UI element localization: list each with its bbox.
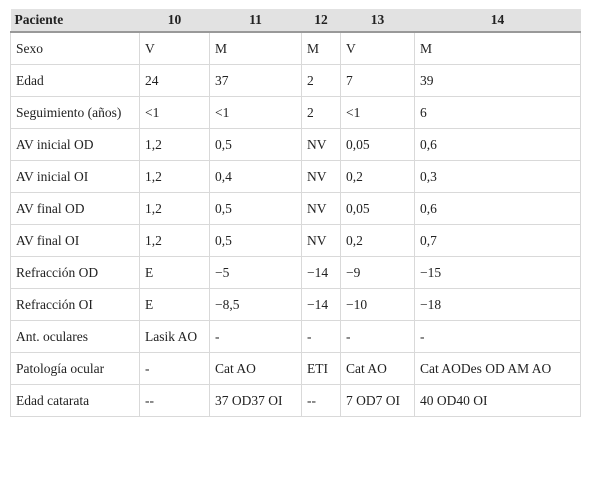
table-cell: 1,2: [139, 192, 210, 225]
header-cell: 12: [301, 9, 341, 33]
table-cell: Lasik AO: [139, 320, 210, 353]
table-cell: 1,2: [139, 160, 210, 193]
table-cell: <1: [139, 96, 210, 129]
table-body: Sexo V M M V M Edad 24 37 2 7 39 Seguimiento (años) <…: [10, 31, 581, 417]
table-cell: 0,3: [414, 160, 581, 193]
row-label: AV inicial OD: [10, 128, 140, 161]
table-cell: 0,2: [340, 224, 415, 257]
table-row: AV inicial OD 1,2 0,5 NV 0,05 0,6: [10, 128, 581, 161]
table-cell: 1,2: [139, 128, 210, 161]
table-cell: 0,2: [340, 160, 415, 193]
table-cell: M: [301, 31, 341, 65]
table-row: Edad 24 37 2 7 39: [10, 64, 581, 97]
table-cell: −5: [209, 256, 302, 289]
table-cell: M: [414, 31, 581, 65]
header-cell: 14: [414, 9, 581, 33]
row-label: Seguimiento (años): [10, 96, 140, 129]
table-cell: 40 OD40 OI: [414, 384, 581, 417]
table-cell: 37 OD37 OI: [209, 384, 302, 417]
row-label: Refracción OI: [10, 288, 140, 321]
header-cell: 10: [139, 9, 210, 33]
table-row: AV inicial OI 1,2 0,4 NV 0,2 0,3: [10, 160, 581, 193]
table-cell: ETI: [301, 352, 341, 385]
table-cell: -: [340, 320, 415, 353]
table-cell: 0,6: [414, 192, 581, 225]
row-label: Edad catarata: [10, 384, 140, 417]
table-cell: M: [209, 31, 302, 65]
table-cell: 0,7: [414, 224, 581, 257]
table-cell: 0,6: [414, 128, 581, 161]
table-cell: 24: [139, 64, 210, 97]
table-cell: -: [301, 320, 341, 353]
row-label: Sexo: [10, 31, 140, 65]
row-label: Refracción OD: [10, 256, 140, 289]
row-label: Ant. oculares: [10, 320, 140, 353]
table-cell: −18: [414, 288, 581, 321]
table-cell: Cat AO: [340, 352, 415, 385]
row-label: Edad: [10, 64, 140, 97]
table-cell: 1,2: [139, 224, 210, 257]
header-cell: 13: [340, 9, 415, 33]
table-cell: 0,05: [340, 192, 415, 225]
table-cell: V: [340, 31, 415, 65]
table-cell: 2: [301, 96, 341, 129]
table-cell: 6: [414, 96, 581, 129]
table-row: Seguimiento (años) <1 <1 2 <1 6: [10, 96, 581, 129]
table-cell: NV: [301, 224, 341, 257]
table-cell: 2: [301, 64, 341, 97]
table-cell: -: [209, 320, 302, 353]
table-cell: V: [139, 31, 210, 65]
table-row: Ant. oculares Lasik AO - - - -: [10, 320, 581, 353]
table-cell: −8,5: [209, 288, 302, 321]
table-row: Refracción OD E −5 −14 −9 −15: [10, 256, 581, 289]
table-cell: Cat AODes OD AM AO: [414, 352, 581, 385]
table-cell: −10: [340, 288, 415, 321]
header-cell: Paciente: [10, 9, 140, 33]
header-row: Paciente 10 11 12 13 14: [10, 9, 581, 33]
table-cell: NV: [301, 160, 341, 193]
table-cell: --: [139, 384, 210, 417]
table-row: Patología ocular - Cat AO ETI Cat AO Cat AODe…: [10, 352, 581, 385]
table-cell: 0,4: [209, 160, 302, 193]
table-cell: NV: [301, 128, 341, 161]
table-row: AV final OI 1,2 0,5 NV 0,2 0,7: [10, 224, 581, 257]
row-label: AV final OD: [10, 192, 140, 225]
table-cell: −14: [301, 256, 341, 289]
table-cell: <1: [340, 96, 415, 129]
table-cell: 0,5: [209, 192, 302, 225]
table-cell: NV: [301, 192, 341, 225]
table-row: AV final OD 1,2 0,5 NV 0,05 0,6: [10, 192, 581, 225]
table-cell: 37: [209, 64, 302, 97]
table-cell: <1: [209, 96, 302, 129]
table-cell: -: [414, 320, 581, 353]
table-cell: 0,05: [340, 128, 415, 161]
header-cell: 11: [209, 9, 302, 33]
table-cell: Cat AO: [209, 352, 302, 385]
table-cell: 0,5: [209, 224, 302, 257]
table-cell: −9: [340, 256, 415, 289]
row-label: AV inicial OI: [10, 160, 140, 193]
table-cell: 7: [340, 64, 415, 97]
table-cell: −15: [414, 256, 581, 289]
table-cell: 39: [414, 64, 581, 97]
row-label: Patología ocular: [10, 352, 140, 385]
table-cell: E: [139, 288, 210, 321]
row-label: AV final OI: [10, 224, 140, 257]
table-row: Refracción OI E −8,5 −14 −10 −18: [10, 288, 581, 321]
table-cell: -: [139, 352, 210, 385]
table-cell: −14: [301, 288, 341, 321]
table-cell: 0,5: [209, 128, 302, 161]
table-cell: E: [139, 256, 210, 289]
table-row: Edad catarata -- 37 OD37 OI -- 7 OD7 OI 40 OD…: [10, 384, 581, 417]
table-cell: 7 OD7 OI: [340, 384, 415, 417]
table-row: Sexo V M M V M: [10, 31, 581, 65]
data-table: Paciente 10 11 12 13 14 Sexo V M M V M Edad 24 37 2 7 39…: [10, 9, 581, 417]
table-cell: --: [301, 384, 341, 417]
